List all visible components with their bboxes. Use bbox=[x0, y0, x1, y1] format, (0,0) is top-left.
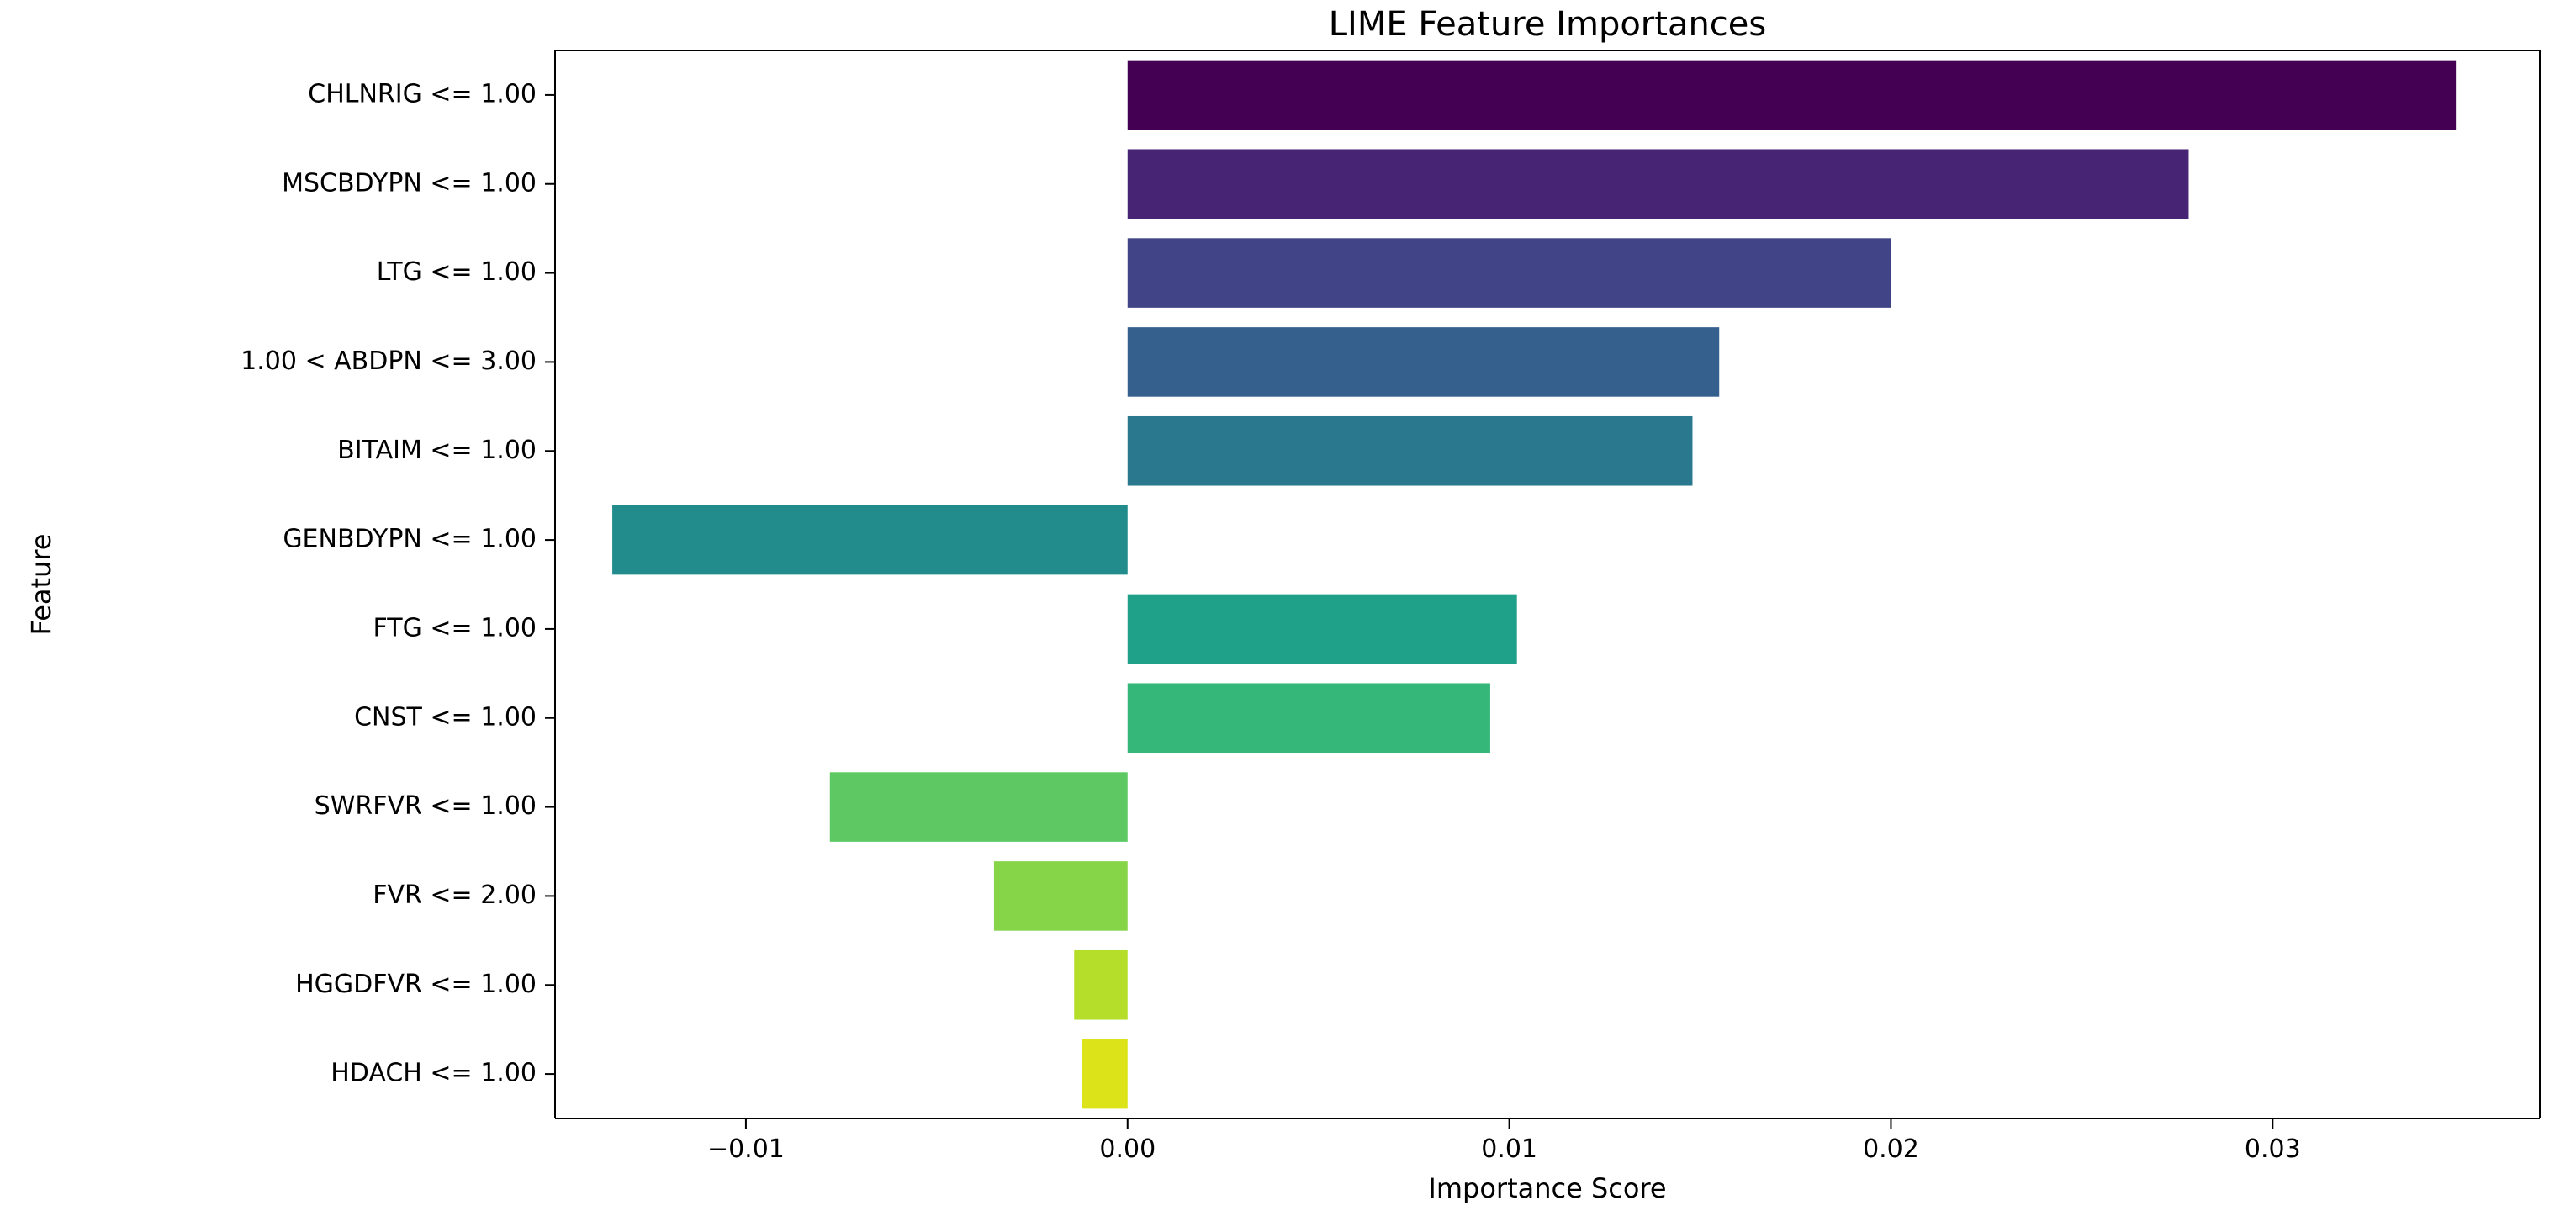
chart-svg: CHLNRIG <= 1.00 MSCBDYPN <= 1.00 LTG <= 1.… bbox=[0, 0, 2576, 1211]
x-tick-label: −0.01 bbox=[707, 1134, 785, 1164]
x-tick-label: 0.02 bbox=[1863, 1134, 1919, 1164]
lime-feature-importance-chart: CHLNRIG <= 1.00 MSCBDYPN <= 1.00 LTG <= 1.… bbox=[0, 0, 2576, 1211]
bar bbox=[1128, 327, 1719, 397]
bar bbox=[1082, 1039, 1127, 1109]
y-tick-label: HGGDFVR <= 1.00 bbox=[295, 970, 537, 999]
x-tick-label: 0.01 bbox=[1481, 1134, 1537, 1164]
bar bbox=[994, 861, 1128, 931]
y-tick-label: MSCBDYPN <= 1.00 bbox=[282, 168, 537, 198]
bar bbox=[612, 505, 1128, 575]
y-tick-label: HDACH <= 1.00 bbox=[331, 1059, 537, 1088]
bar bbox=[1128, 416, 1693, 486]
y-axis-label: Feature bbox=[25, 534, 57, 636]
y-tick-label: LTG <= 1.00 bbox=[377, 257, 537, 287]
y-tick-label: 1.00 < ABDPN <= 3.00 bbox=[241, 346, 537, 376]
y-tick-label: SWRFVR <= 1.00 bbox=[315, 791, 537, 821]
y-tick-label: CNST <= 1.00 bbox=[354, 702, 537, 732]
x-tick-label: 0.03 bbox=[2245, 1134, 2301, 1164]
y-tick-label: GENBDYPN <= 1.00 bbox=[283, 525, 537, 554]
chart-title: LIME Feature Importances bbox=[1329, 5, 1767, 44]
bar bbox=[1128, 149, 2189, 219]
y-tick-label: BITAIM <= 1.00 bbox=[337, 436, 537, 465]
y-tick-label: FTG <= 1.00 bbox=[373, 613, 537, 643]
bar bbox=[1128, 683, 1490, 753]
bar bbox=[1128, 595, 1517, 664]
bar bbox=[1074, 950, 1128, 1020]
bar bbox=[830, 772, 1128, 842]
bar bbox=[1128, 238, 1891, 308]
y-tick-label: CHLNRIG <= 1.00 bbox=[308, 79, 537, 108]
bar bbox=[1128, 61, 2456, 130]
x-tick-label: 0.00 bbox=[1099, 1134, 1156, 1164]
x-axis-label: Importance Score bbox=[1428, 1172, 1666, 1204]
y-tick-label: FVR <= 2.00 bbox=[373, 880, 537, 910]
